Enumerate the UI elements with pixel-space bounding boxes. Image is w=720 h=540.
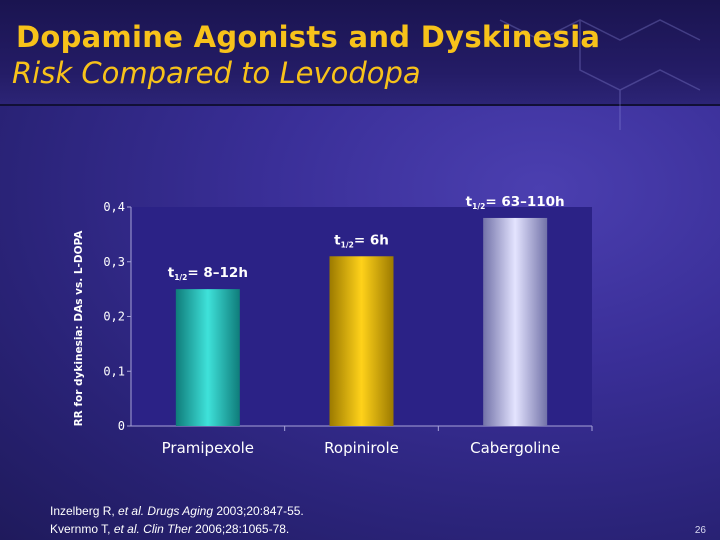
y-tick-label: 0,3 [103, 255, 125, 269]
bar-cabergoline [483, 217, 548, 426]
page-number: 26 [694, 525, 706, 536]
reference-1-authors: Inzelberg R, [50, 504, 119, 518]
reference-1-citation: 2003;20:847-55. [213, 504, 304, 518]
reference-2-citation: 2006;28:1065-78. [191, 522, 290, 536]
y-tick-label: 0,4 [103, 200, 125, 214]
slide-subtitle: Risk Compared to Levodopa [12, 56, 421, 90]
y-tick-label: 0,1 [103, 364, 125, 378]
reference-1: Inzelberg R, et al. Drugs Aging 2003;20:… [50, 504, 304, 518]
reference-2-journal: et al. Clin Ther [113, 522, 192, 536]
y-tick-label: 0 [118, 419, 125, 433]
x-tick-label: Ropinirole [324, 439, 399, 457]
bar-pramipexole [175, 289, 240, 426]
reference-1-journal: et al. Drugs Aging [118, 504, 213, 518]
molecule-watermark-icon [499, 19, 701, 130]
data-label: t1/2= 8–12h [168, 265, 248, 282]
x-tick-label: Cabergoline [470, 439, 560, 457]
header-band [0, 0, 720, 106]
reference-2-authors: Kvernmo T, [50, 522, 114, 536]
reference-2: Kvernmo T, et al. Clin Ther 2006;28:1065… [50, 522, 289, 536]
data-label: t1/2= 63–110h [466, 194, 565, 211]
bar-ropinirole [329, 256, 394, 426]
y-tick-label: 0,2 [103, 310, 125, 324]
slide-title: Dopamine Agonists and Dyskinesia [16, 20, 601, 54]
y-axis-label: RR for dykinesia: DAs vs. L-DOPA [73, 230, 85, 427]
data-label: t1/2= 6h [334, 232, 389, 249]
x-tick-label: Pramipexole [162, 439, 254, 457]
